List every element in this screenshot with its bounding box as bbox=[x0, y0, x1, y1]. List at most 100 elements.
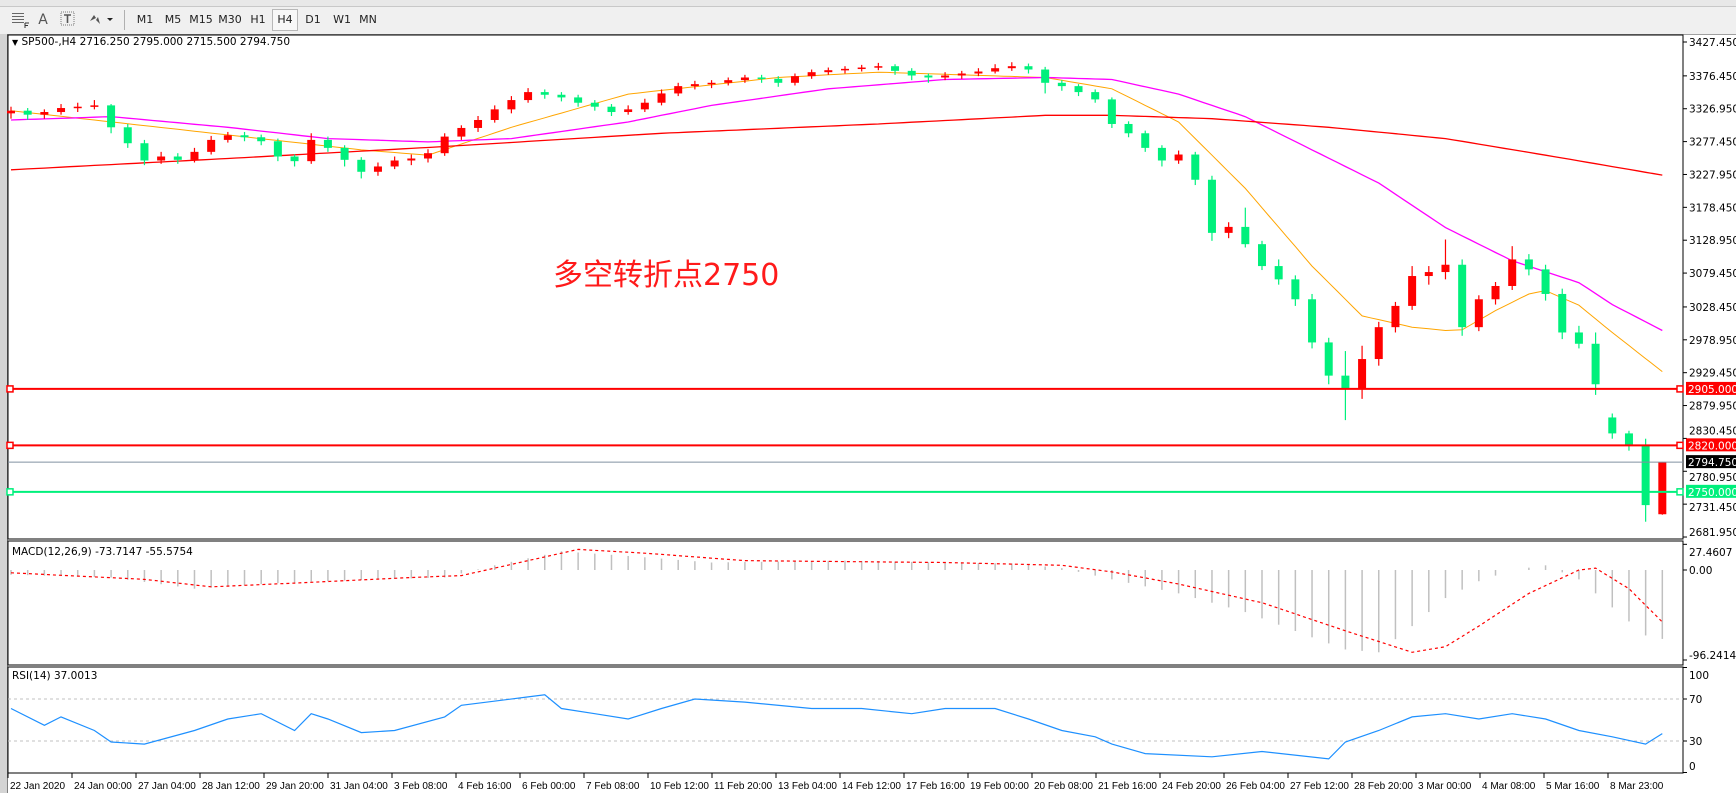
time-tick-label: 3 Mar 00:00 bbox=[1418, 781, 1472, 792]
candle-body bbox=[1391, 305, 1400, 328]
candle-body bbox=[1291, 279, 1300, 300]
dropdown-triangle-icon[interactable]: ▼ bbox=[12, 38, 19, 47]
time-tick-label: 24 Jan 00:00 bbox=[74, 781, 132, 792]
candle-body bbox=[957, 73, 966, 76]
time-tick-label: 5 Mar 16:00 bbox=[1546, 781, 1600, 792]
price-tick-label: 2978.950 bbox=[1689, 335, 1736, 347]
candle-body bbox=[273, 141, 282, 157]
time-tick-label: 3 Feb 08:00 bbox=[394, 781, 448, 792]
price-tag-label: 2905.000 bbox=[1688, 384, 1736, 396]
time-tick-label: 4 Feb 16:00 bbox=[458, 781, 512, 792]
candle-body bbox=[874, 66, 883, 68]
timeframe-m1-button[interactable]: M1 bbox=[136, 13, 154, 26]
candle-body bbox=[1157, 147, 1166, 161]
annotation-text[interactable]: 多空转折点2750 bbox=[553, 258, 780, 293]
candle-body bbox=[407, 158, 416, 161]
macd-panel-frame bbox=[7, 540, 1684, 666]
candle-body bbox=[1341, 375, 1350, 389]
price-tick-label: 3128.950 bbox=[1689, 235, 1736, 247]
rsi-line bbox=[10, 694, 1663, 760]
candle-body bbox=[57, 108, 66, 113]
price-tick-label: 3178.450 bbox=[1689, 202, 1736, 214]
candle-body bbox=[991, 68, 1000, 72]
candle-body bbox=[740, 77, 749, 81]
time-tick-label: 7 Feb 08:00 bbox=[586, 781, 640, 792]
candle-body bbox=[1007, 66, 1016, 69]
candle-body bbox=[40, 112, 49, 115]
candle-body bbox=[307, 139, 316, 162]
timeframe-m5-button[interactable]: M5 bbox=[164, 13, 182, 26]
timeframe-h1-button[interactable]: H1 bbox=[250, 13, 266, 26]
price-tick-label: 3277.450 bbox=[1689, 137, 1736, 149]
candle-body bbox=[1374, 327, 1383, 360]
level-handle-right[interactable] bbox=[1676, 385, 1684, 393]
candle-body bbox=[524, 92, 533, 101]
macd-tick-label: 0.00 bbox=[1689, 565, 1712, 577]
candle-body bbox=[690, 84, 699, 87]
candle-body bbox=[1408, 276, 1417, 306]
timeframe-m30-button[interactable]: M30 bbox=[218, 13, 242, 26]
candle-body bbox=[907, 70, 916, 76]
candle-body bbox=[290, 156, 299, 162]
timeframe-m15-button[interactable]: M15 bbox=[189, 13, 213, 26]
time-tick-label: 22 Jan 2020 bbox=[10, 781, 65, 792]
candle-body bbox=[240, 135, 249, 138]
candle-body bbox=[1258, 244, 1266, 267]
candle-body bbox=[1274, 266, 1283, 280]
time-tick-label: 27 Feb 12:00 bbox=[1290, 781, 1349, 792]
level-handle-right[interactable] bbox=[1676, 441, 1684, 450]
candle-body bbox=[507, 100, 516, 110]
price-tick-label: 2780.950 bbox=[1689, 472, 1736, 484]
candle-body bbox=[807, 72, 816, 77]
rsi-panel bbox=[7, 666, 1684, 774]
time-tick-label: 8 Mar 23:00 bbox=[1610, 781, 1664, 792]
grid-icon[interactable] bbox=[10, 9, 30, 31]
candle-body bbox=[1441, 264, 1450, 273]
candle-body bbox=[707, 82, 716, 85]
candle-body bbox=[173, 156, 182, 160]
level-handle-right[interactable] bbox=[1676, 488, 1684, 496]
candle-body bbox=[7, 110, 15, 114]
text-label-icon[interactable] bbox=[58, 9, 78, 31]
candle-body bbox=[1424, 272, 1433, 277]
macd-label: MACD(12,26,9) -73.7147 -55.5754 bbox=[12, 546, 193, 558]
time-tick-label: 13 Feb 04:00 bbox=[778, 781, 837, 792]
candle-body bbox=[1591, 343, 1600, 385]
candle-body bbox=[857, 67, 866, 70]
candle-body bbox=[1141, 133, 1150, 148]
timeframe-mn-button[interactable]: MN bbox=[359, 13, 377, 26]
time-tick-label: 19 Feb 00:00 bbox=[970, 781, 1029, 792]
timeframe-h4-button[interactable]: H4 bbox=[272, 9, 298, 31]
arrows-icon[interactable] bbox=[86, 9, 116, 31]
candle-body bbox=[1091, 92, 1100, 100]
chart-header: ▼ SP500-,H4 2716.250 2795.000 2715.500 2… bbox=[12, 36, 290, 48]
candle-body bbox=[674, 86, 683, 94]
price-tag-label: 2820.000 bbox=[1688, 440, 1736, 452]
candle-body bbox=[1541, 269, 1550, 294]
candle-body bbox=[23, 110, 32, 115]
candle-body bbox=[190, 151, 199, 160]
moving-average-line bbox=[10, 114, 1663, 176]
timeframe-w1-button[interactable]: W1 bbox=[333, 13, 351, 26]
price-tag-label: 2794.750 bbox=[1688, 457, 1736, 469]
price-tag-label: 2750.000 bbox=[1688, 487, 1736, 499]
candle-body bbox=[1057, 82, 1066, 87]
price-tag bbox=[1686, 381, 1736, 395]
candle-body bbox=[440, 136, 449, 154]
candle-body bbox=[724, 80, 733, 83]
price-tick-label: 3028.450 bbox=[1689, 302, 1736, 314]
candle-body bbox=[540, 92, 549, 95]
price-tick-label: 3326.950 bbox=[1689, 104, 1736, 116]
candle-body bbox=[1124, 123, 1133, 134]
candle-body bbox=[824, 70, 833, 73]
candle-body bbox=[1024, 66, 1033, 70]
candle-body bbox=[1041, 69, 1050, 83]
candle-body bbox=[323, 139, 332, 148]
rsi-panel-frame bbox=[7, 666, 1684, 774]
timeframe-d1-button[interactable]: D1 bbox=[305, 13, 321, 26]
candle-body bbox=[1608, 417, 1617, 434]
candle-body bbox=[1658, 462, 1667, 515]
text-icon[interactable]: A bbox=[38, 12, 48, 28]
macd-tick-label: 27.4607 bbox=[1689, 547, 1732, 559]
candle-body bbox=[1574, 332, 1583, 344]
